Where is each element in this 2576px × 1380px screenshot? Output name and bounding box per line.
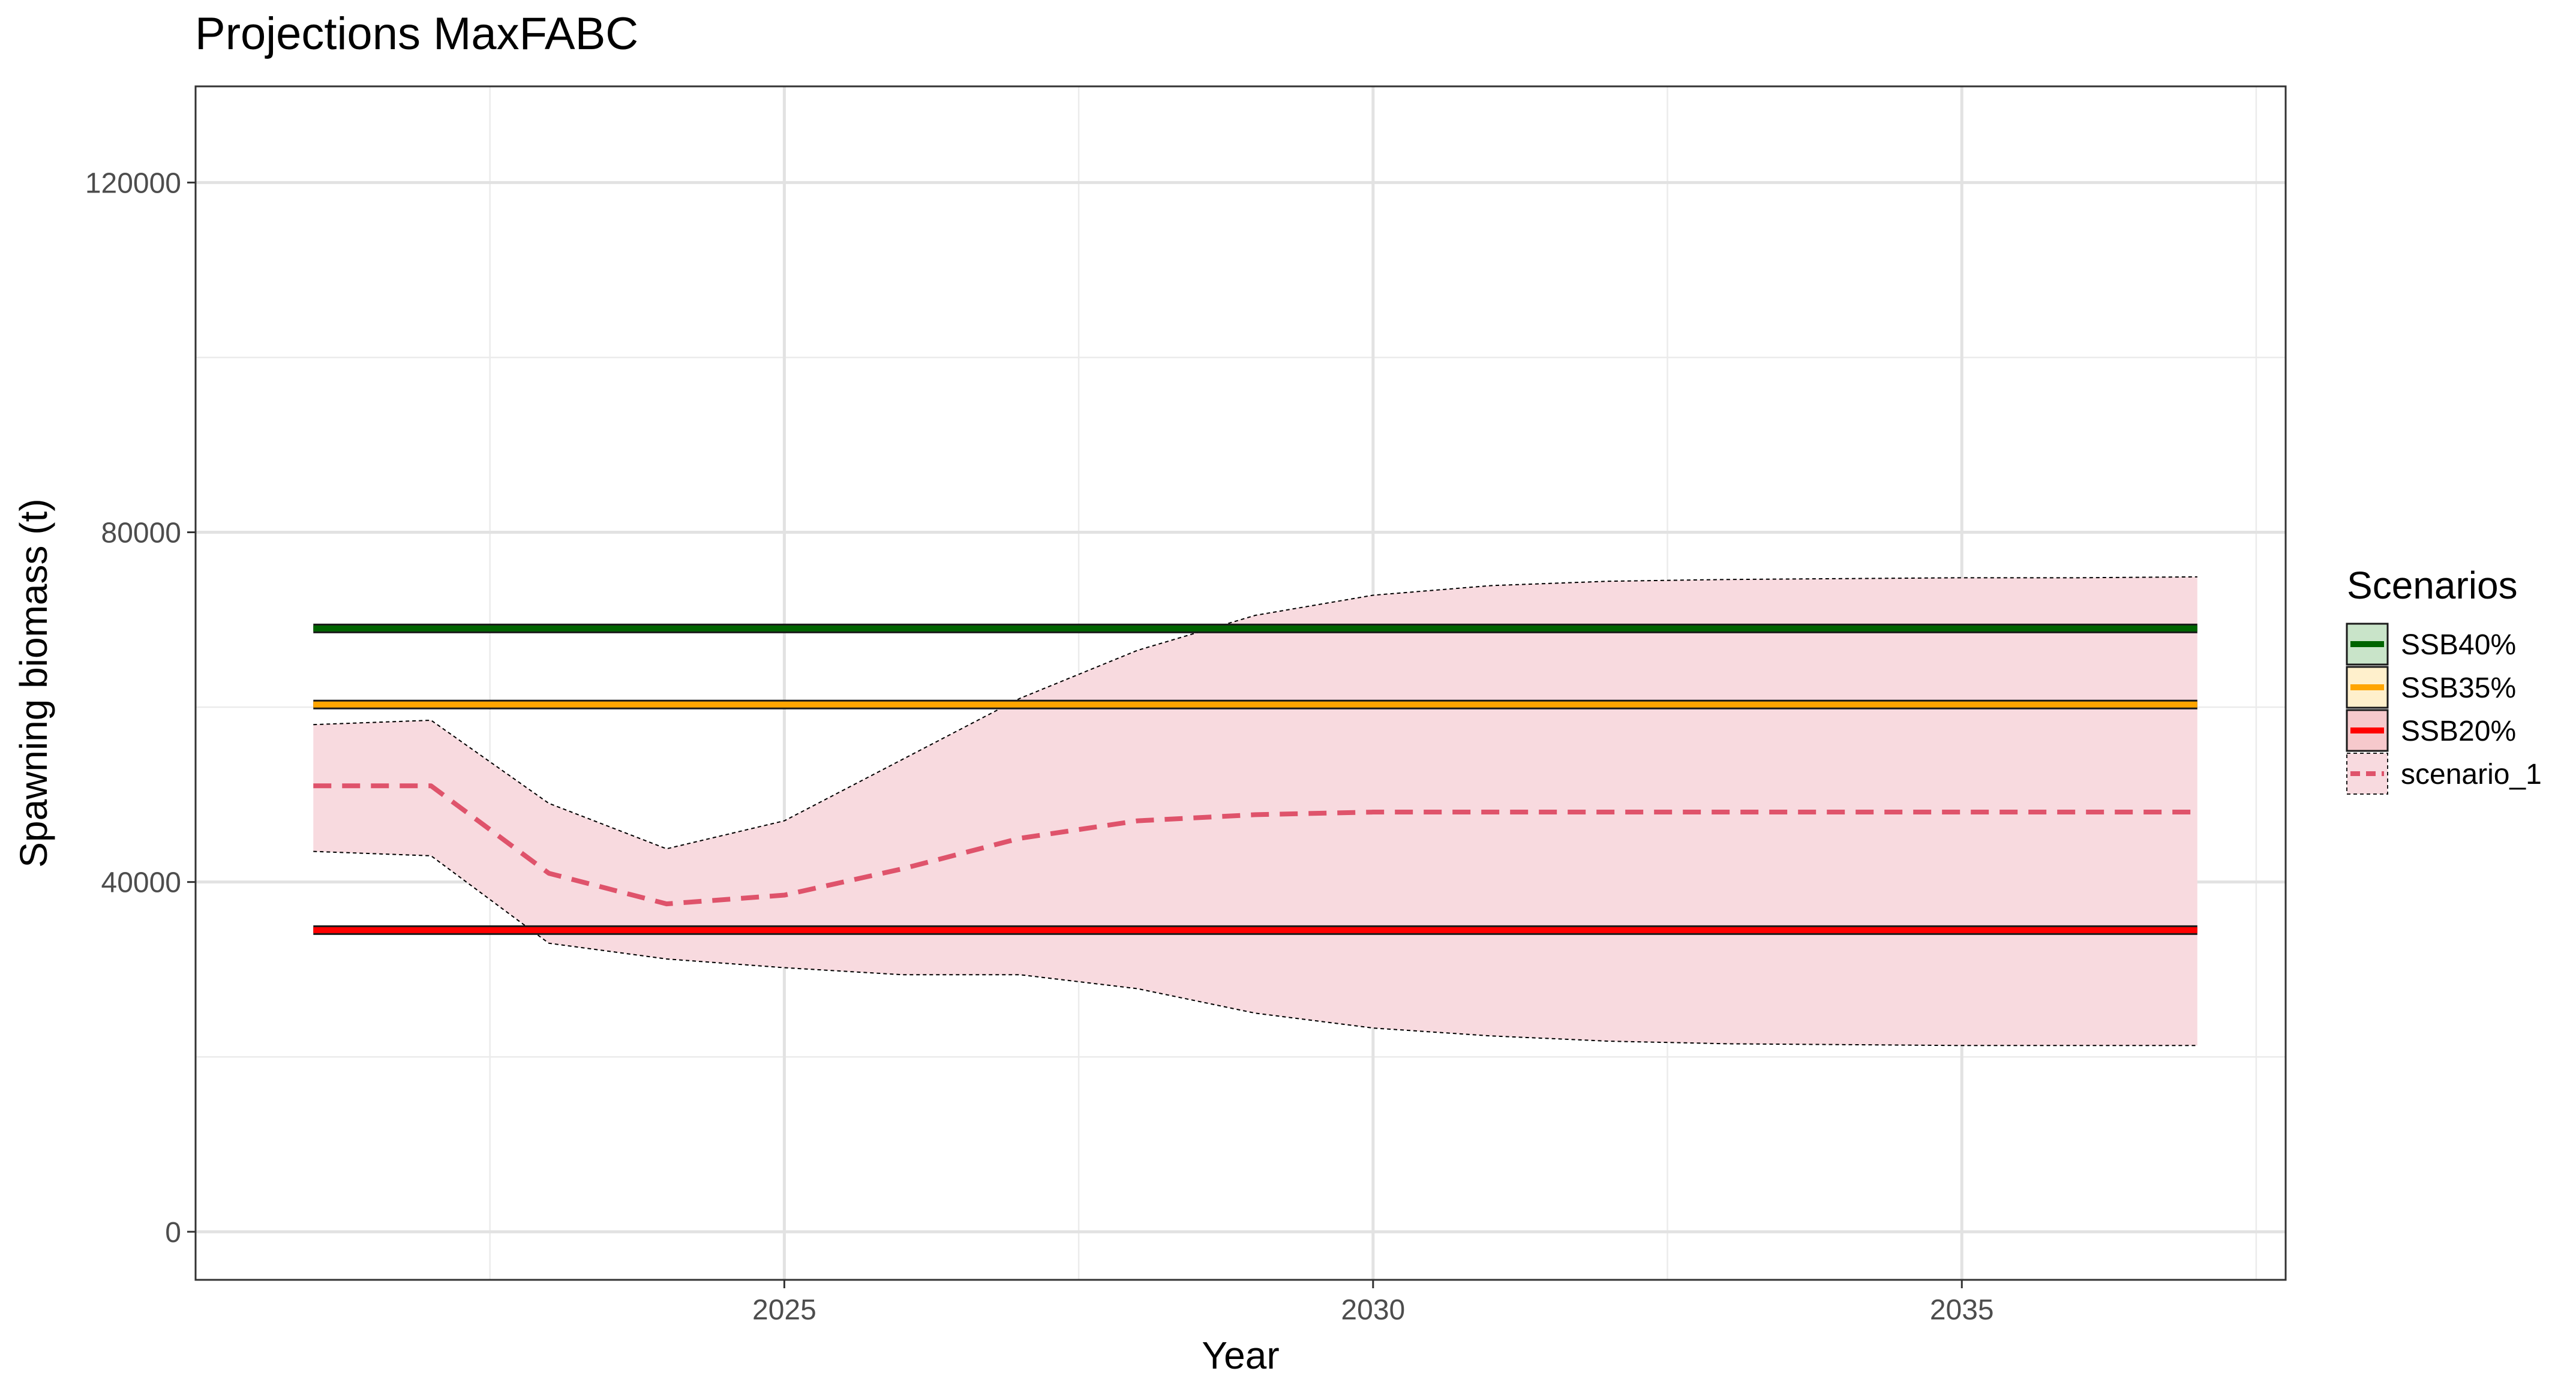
y-tick-label: 0	[165, 1217, 181, 1249]
legend-item: SSB40%	[2346, 623, 2516, 666]
y-tick-label: 80000	[101, 518, 181, 549]
series-line-scenario-1	[313, 783, 2197, 907]
reference-lines-layer	[313, 623, 2197, 935]
panel-border	[194, 85, 2287, 1281]
legend: Scenarios SSB40% SSB35% SSB20% scenario_1	[2346, 564, 2542, 795]
legend-items: SSB40% SSB35% SSB20% scenario_1	[2346, 623, 2542, 795]
y-axis: 0 40000 80000 120000	[85, 167, 196, 1249]
x-axis-label: Year	[1202, 1334, 1279, 1377]
x-axis: 2025 2030 2035	[752, 1280, 1994, 1326]
band-lower-edge	[313, 850, 2197, 1047]
series-layer	[313, 783, 2197, 907]
plot-panel	[194, 85, 2287, 1281]
x-tick-label: 2025	[752, 1294, 816, 1326]
x-tick-label: 2035	[1930, 1294, 1994, 1326]
x-tick-label: 2030	[1341, 1294, 1405, 1326]
y-tick-label: 40000	[101, 867, 181, 899]
y-axis-label: Spawning biomass (t)	[12, 498, 55, 867]
legend-item: scenario_1	[2346, 753, 2542, 795]
legend-item: SSB35%	[2346, 666, 2516, 709]
legend-item: SSB20%	[2346, 709, 2516, 752]
legend-title: Scenarios	[2347, 564, 2518, 607]
chart-title: Projections MaxFABC	[195, 8, 638, 59]
legend-label: SSB35%	[2401, 672, 2516, 704]
legend-label: scenario_1	[2401, 759, 2542, 790]
y-tick-label: 120000	[85, 167, 181, 199]
legend-label: SSB40%	[2401, 629, 2516, 661]
band-upper-edge	[313, 576, 2197, 850]
legend-label: SSB20%	[2401, 715, 2516, 747]
